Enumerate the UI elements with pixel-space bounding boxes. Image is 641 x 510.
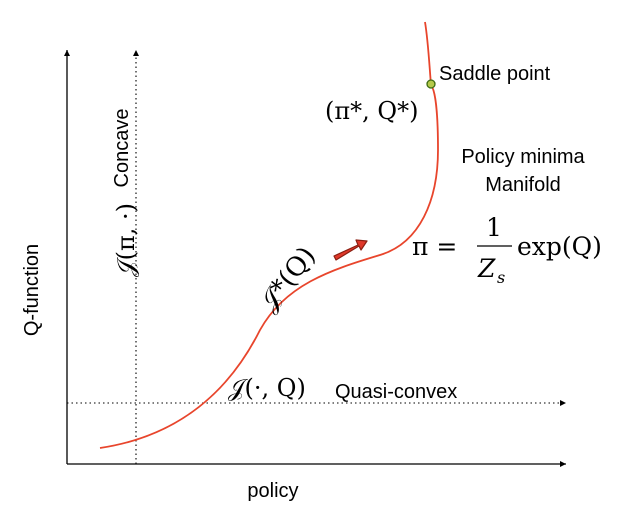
- formula-denominator-subscript: s: [497, 268, 505, 287]
- j-dot-q-label: 𝒥(·, Q): [228, 374, 306, 402]
- manifold-label-line2: Manifold: [485, 174, 561, 196]
- concave-label: Concave: [111, 109, 133, 188]
- policy-formula: π = 1 Z s exp(Q): [412, 213, 602, 287]
- x-axis-label: policy: [247, 480, 298, 502]
- formula-rhs: exp(Q): [517, 232, 602, 261]
- manifold-label-line1: Policy minima: [461, 146, 585, 168]
- formula-denominator: Z: [477, 254, 496, 283]
- saddle-point-marker: [426, 79, 436, 89]
- formula-lhs: π =: [412, 232, 457, 261]
- j-pi-dot-label: 𝒥(π, ·): [112, 203, 140, 277]
- quasi-convex-label: Quasi-convex: [335, 381, 457, 403]
- formula-numerator: 1: [486, 213, 502, 242]
- y-axis-label: Q-function: [21, 244, 43, 336]
- j-star-q-label: 𝒥*(Q): [254, 241, 322, 317]
- direction-arrow-icon: [333, 239, 368, 261]
- saddle-point-label: Saddle point: [439, 63, 551, 85]
- saddle-coordinates-label: (π*, Q*): [325, 97, 418, 125]
